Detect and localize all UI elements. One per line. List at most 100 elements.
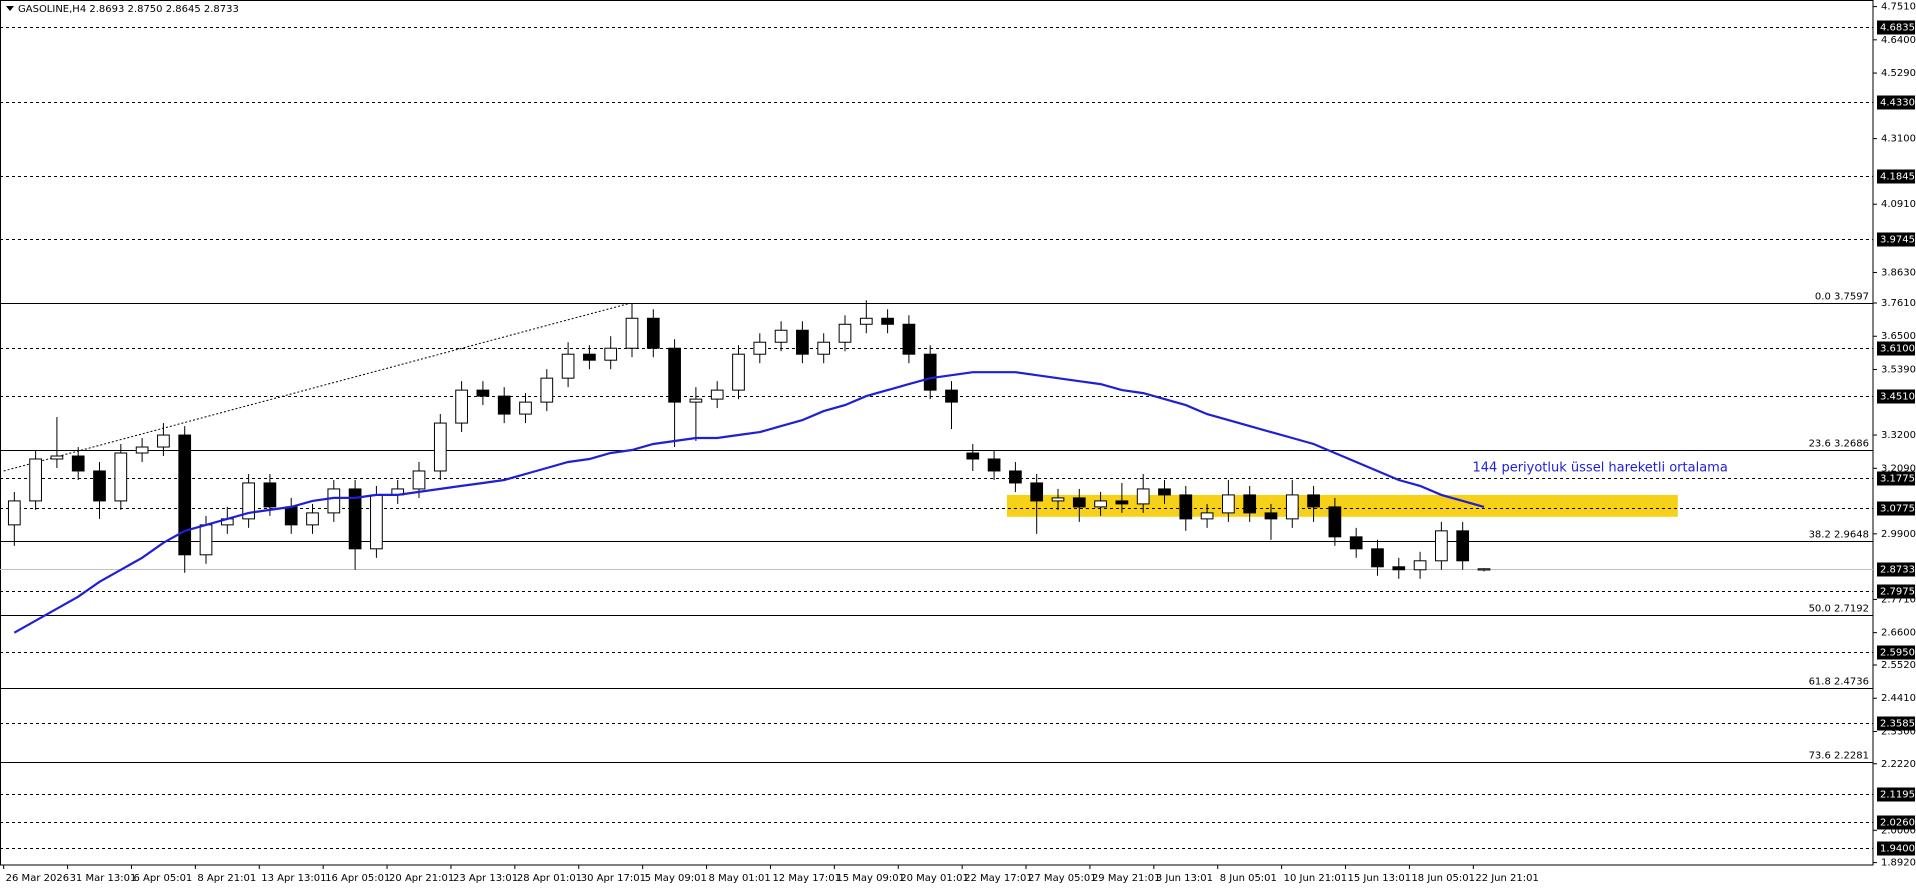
level-label-box <box>1877 20 1915 35</box>
x-tick-label: 31 Mar 13:01 <box>70 873 137 884</box>
annotation: 144 periyotluk üssel hareketli ortalama <box>1473 461 1728 476</box>
x-tick-label: 18 Jun 05:01 <box>1411 873 1475 884</box>
level-label: 1.9400 <box>1880 844 1915 855</box>
y-tick-label: 2.9900 <box>1881 529 1916 540</box>
candle-body <box>1115 500 1129 505</box>
y-tick-label: 4.5290 <box>1881 68 1916 79</box>
level-label: 3.6100 <box>1880 344 1915 355</box>
y-tick-label: 2.6600 <box>1881 628 1916 639</box>
current-price-box <box>1877 562 1915 577</box>
candle-body <box>540 377 554 403</box>
level-label: 4.6835 <box>1880 23 1915 34</box>
candle-body <box>1158 488 1171 496</box>
candle-body <box>945 389 958 403</box>
candle-body <box>519 401 532 415</box>
candle-body <box>327 488 341 514</box>
level-label-box <box>1877 841 1915 856</box>
candle-body <box>1051 497 1065 502</box>
level-label: 3.1775 <box>1880 474 1915 485</box>
fib-label: 38.2 2.9648 <box>1809 530 1869 541</box>
plot-frame <box>0 0 1874 866</box>
x-tick-label: 27 May 05:01 <box>1028 873 1097 884</box>
candle-body <box>1371 548 1384 568</box>
candle-body <box>412 470 426 490</box>
candle-body <box>370 494 383 550</box>
candle-body <box>7 500 21 526</box>
candle-body <box>1477 568 1491 571</box>
level-label: 3.4510 <box>1880 392 1915 403</box>
candle-body <box>1413 560 1427 571</box>
y-tick-label: 2.2220 <box>1881 759 1916 770</box>
candle-body <box>1200 512 1214 520</box>
y-tick-label: 2.7710 <box>1881 594 1916 605</box>
candle-body <box>987 458 1001 472</box>
level-label: 2.5950 <box>1880 648 1915 659</box>
current-price-label: 2.8733 <box>1880 565 1915 576</box>
x-tick-label: 16 Apr 05:01 <box>325 873 390 884</box>
x-tick-label: 3 Jun 13:01 <box>1156 873 1213 884</box>
candle-body <box>646 317 660 349</box>
candle-body <box>1456 530 1470 562</box>
level-label: 3.0775 <box>1880 504 1915 515</box>
candle-body <box>1179 494 1193 520</box>
candle-body <box>29 458 42 502</box>
level-label-box <box>1877 716 1915 731</box>
level-label: 4.4330 <box>1880 98 1915 109</box>
level-label-box <box>1877 471 1915 486</box>
candle-body <box>1136 488 1150 505</box>
candle-body <box>625 317 639 349</box>
candle-body <box>497 395 511 415</box>
candle-body <box>135 446 149 454</box>
fib-label: 23.6 3.2686 <box>1809 439 1869 450</box>
level-label: 3.9745 <box>1880 235 1915 246</box>
x-tick-label: 8 Jun 05:01 <box>1220 873 1277 884</box>
y-tick-label: 2.4410 <box>1881 693 1916 704</box>
x-tick-label: 20 Apr 21:01 <box>389 873 454 884</box>
candle-body <box>433 422 447 472</box>
level-label-box <box>1877 169 1915 184</box>
y-tick-label: 2.3300 <box>1881 726 1916 737</box>
y-tick-label: 2.0000 <box>1881 825 1916 836</box>
candle-body <box>966 452 980 460</box>
candle-body <box>668 347 681 403</box>
menu-triangle <box>6 6 14 11</box>
level-label: 2.3585 <box>1880 719 1915 730</box>
candle-body <box>1072 497 1086 508</box>
candle-body <box>284 506 298 526</box>
level-label: 4.1845 <box>1880 172 1915 183</box>
candle-body <box>1009 470 1022 484</box>
level-label-box <box>1877 645 1915 660</box>
candle-body <box>561 353 575 379</box>
x-tick-label: 29 May 21:01 <box>1092 873 1161 884</box>
candle-body <box>838 323 852 343</box>
candle-body <box>1243 494 1257 514</box>
support-zone <box>1006 494 1678 517</box>
candle-body <box>1435 530 1448 562</box>
x-tick-label: 20 May 01:01 <box>900 873 969 884</box>
x-tick-label: 12 May 17:01 <box>772 873 841 884</box>
x-tick-label: 15 May 09:01 <box>836 873 905 884</box>
y-tick-label: 4.3100 <box>1881 134 1916 145</box>
y-tick-label: 3.6500 <box>1881 331 1916 342</box>
x-tick-label: 23 Apr 13:01 <box>453 873 518 884</box>
y-tick-label: 3.5390 <box>1881 364 1916 375</box>
y-tick-label: 3.2090 <box>1881 463 1916 474</box>
candle-body <box>199 524 213 556</box>
candle-body <box>732 353 745 391</box>
level-label-box <box>1877 232 1915 247</box>
candle-body <box>114 452 128 502</box>
fib-label: 73.6 2.2281 <box>1809 751 1869 762</box>
candle-body <box>178 434 192 556</box>
y-tick-label: 4.7510 <box>1881 2 1916 13</box>
candle-body <box>583 353 596 361</box>
candle-body <box>604 347 618 361</box>
y-tick-label: 4.6400 <box>1881 35 1916 46</box>
candle-body <box>1264 512 1278 520</box>
fib-label: 0.0 3.7597 <box>1815 292 1869 303</box>
candle-body <box>1307 494 1320 508</box>
candle-body <box>881 317 894 325</box>
chart-title: GASOLINE,H4 2.8693 2.8750 2.8645 2.8733 <box>18 4 239 15</box>
level-label-box <box>1877 815 1915 830</box>
x-tick-label: 22 May 17:01 <box>964 873 1033 884</box>
